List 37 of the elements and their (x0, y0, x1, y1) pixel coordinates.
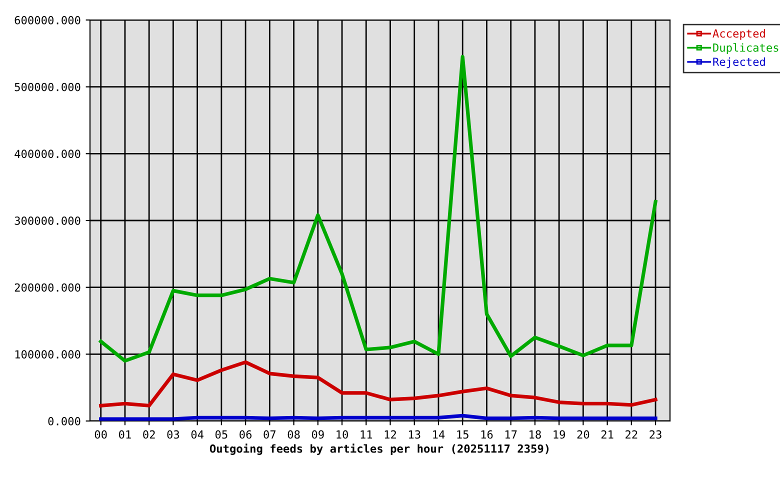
x-tick-label: 17 (505, 430, 517, 439)
x-tick-label: 14 (433, 430, 445, 439)
x-tick-label: 10 (336, 430, 348, 439)
y-tick-label: 600000.000 (14, 16, 80, 24)
legend-label: Accepted (712, 29, 765, 40)
x-tick-label: 21 (601, 430, 614, 439)
x-tick-label: 20 (577, 430, 590, 439)
x-tick-label: 18 (530, 430, 541, 439)
x-tick-label: 06 (240, 430, 252, 439)
legend-label: Rejected (713, 57, 765, 68)
y-tick-label: 500000.000 (14, 82, 80, 92)
x-tick-label: 01 (119, 430, 131, 439)
x-tick-label: 19 (554, 430, 565, 439)
x-tick-label: 11 (360, 430, 372, 439)
x-tick-label: 05 (215, 430, 228, 439)
x-tick-label: 16 (481, 430, 493, 439)
x-tick-label: 02 (143, 430, 155, 439)
x-tick-label: 09 (312, 430, 324, 439)
legend-label: Duplicates (713, 43, 778, 54)
x-tick-label: 15 (457, 430, 468, 439)
y-tick-label: 300000.000 (14, 216, 80, 225)
y-tick-label: 100000.000 (15, 350, 80, 359)
x-tick-label: 08 (288, 430, 300, 439)
y-tick-label: 400000.000 (14, 150, 80, 158)
x-tick-label: 00 (94, 430, 107, 439)
x-axis-title: Outgoing feeds by articles per hour (20251117 2359) (210, 444, 549, 455)
x-tick-label: 22 (626, 430, 638, 439)
x-tick-label: 23 (650, 430, 662, 439)
x-tick-label: 07 (264, 430, 276, 439)
y-tick-label: 0.000 (48, 417, 80, 426)
x-tick-label: 03 (167, 430, 180, 439)
y-tick-label: 200000.000 (14, 283, 80, 292)
line-series (99, 360, 658, 408)
x-tick-label: 04 (191, 430, 204, 439)
line-series (99, 54, 658, 363)
x-tick-label: 12 (384, 430, 396, 439)
x-tick-label: 13 (409, 430, 420, 439)
